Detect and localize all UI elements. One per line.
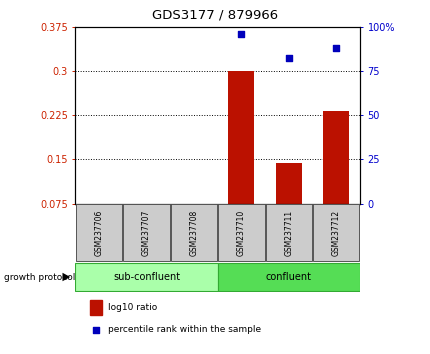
FancyBboxPatch shape (312, 204, 359, 261)
Text: growth protocol: growth protocol (4, 273, 76, 281)
FancyBboxPatch shape (265, 204, 311, 261)
Text: confluent: confluent (265, 272, 311, 282)
Bar (275, 164, 301, 204)
Polygon shape (62, 273, 70, 281)
Text: sub-confluent: sub-confluent (113, 272, 180, 282)
Text: GSM237711: GSM237711 (284, 210, 292, 256)
Text: log10 ratio: log10 ratio (108, 303, 157, 312)
FancyBboxPatch shape (75, 263, 217, 291)
Text: GSM237712: GSM237712 (331, 210, 340, 256)
Text: GDS3177 / 879966: GDS3177 / 879966 (152, 9, 278, 22)
FancyBboxPatch shape (76, 204, 122, 261)
Text: GSM237706: GSM237706 (95, 210, 103, 256)
Text: percentile rank within the sample: percentile rank within the sample (108, 325, 261, 334)
Text: GSM237710: GSM237710 (237, 210, 245, 256)
Text: GSM237707: GSM237707 (142, 210, 150, 256)
Point (93, 327, 100, 332)
Point (237, 31, 244, 36)
FancyBboxPatch shape (218, 204, 264, 261)
Bar (322, 111, 348, 204)
Point (332, 45, 339, 51)
FancyBboxPatch shape (170, 204, 217, 261)
Bar (228, 71, 254, 204)
FancyBboxPatch shape (123, 204, 169, 261)
FancyBboxPatch shape (217, 263, 359, 291)
Point (285, 56, 292, 61)
Bar (90, 300, 102, 315)
Text: GSM237708: GSM237708 (189, 210, 198, 256)
